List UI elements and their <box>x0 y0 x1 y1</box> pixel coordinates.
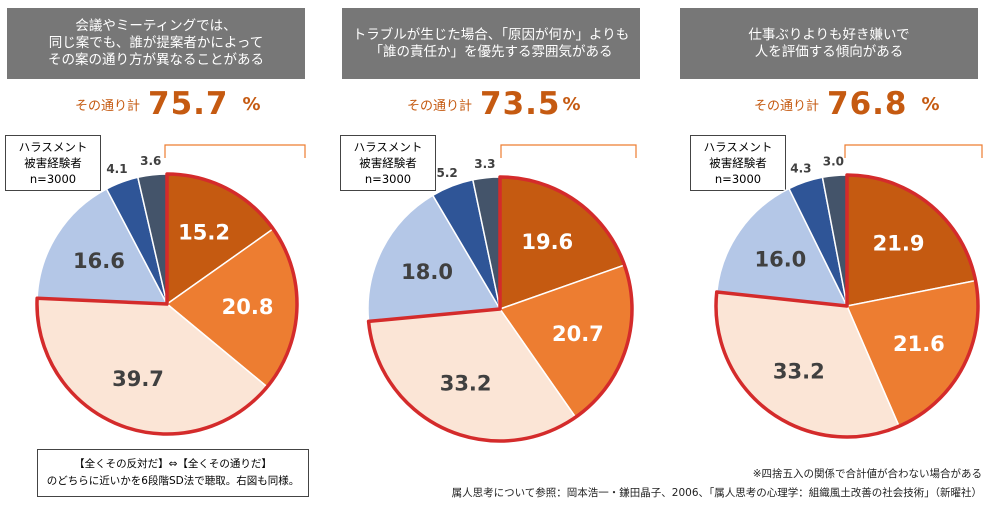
total-bracket <box>500 144 637 158</box>
rounding-footnote: ※四捨五入の関係で合計値が合わない場合がある <box>752 468 982 480</box>
pie-data-label: 4.1 <box>106 162 127 176</box>
highlight-outline <box>714 173 980 439</box>
total-callout: その通り計 76.8% <box>754 86 940 130</box>
total-label: その通り計 <box>407 98 473 114</box>
pie-data-label: 4.3 <box>790 162 811 176</box>
total-unit: % <box>921 93 940 115</box>
pie-data-label: 15.2 <box>178 220 230 244</box>
total-label: その通り計 <box>754 98 820 114</box>
chart-panel-3: 仕事ぶりよりも好き嫌いで 人を評価する傾向がある その通り計 76.8% ハラスメ… <box>680 0 1000 450</box>
total-value: 73.5 <box>480 86 561 122</box>
highlight-outline <box>35 172 299 436</box>
pie-chart: 21.9 21.6 33.2 16.0 4.3 3.0 <box>714 144 983 439</box>
pie-data-label: 39.7 <box>112 367 164 391</box>
pie-data-label: 20.8 <box>222 295 274 319</box>
total-callout: その通り計 73.5% <box>407 86 581 130</box>
pie-data-label: 5.2 <box>436 166 457 180</box>
total-value: 76.8 <box>827 86 908 122</box>
highlight-outline <box>366 175 634 443</box>
pie-data-label: 3.3 <box>474 157 495 171</box>
pie-data-label: 3.6 <box>140 154 161 168</box>
pie-data-label: 19.6 <box>521 230 573 254</box>
pie-chart: 15.2 20.8 39.7 16.6 4.1 3.6 <box>35 144 306 436</box>
pie-data-label: 16.0 <box>754 248 806 272</box>
total-bracket <box>844 144 983 158</box>
pie-data-label: 33.2 <box>773 359 825 383</box>
total-unit: % <box>562 93 581 115</box>
sample-size-box: ハラスメント 被害経験者 n=3000 <box>340 135 436 191</box>
pie-data-label: 18.0 <box>401 260 453 284</box>
chart-title: 仕事ぶりよりも好き嫌いで 人を評価する傾向がある <box>680 8 978 79</box>
total-bracket <box>164 144 306 158</box>
pie-data-label: 33.2 <box>440 371 492 395</box>
sample-size-box: ハラスメント 被害経験者 n=3000 <box>690 135 786 191</box>
pie-slice-somewhat-disagree <box>36 187 169 305</box>
sample-size-box: ハラスメント 被害経験者 n=3000 <box>5 135 101 191</box>
pie-slice-somewhat-disagree <box>715 187 849 307</box>
pie-data-label: 21.6 <box>893 332 945 356</box>
pie-data-label: 21.9 <box>873 231 925 255</box>
total-callout: その通り計 75.7% <box>75 86 261 130</box>
chart-title: トラブルが生じた場合、「原因が何か」よりも 「誰の責任か」を優先する雰囲気がある <box>342 8 640 79</box>
pie-chart: 19.6 20.7 33.2 18.0 5.2 3.3 <box>366 144 637 443</box>
method-note: 【全くその反対だ】⇔【全くその通りだ】 のどちらに近いかを6段階SD法で聴取。右… <box>37 449 309 497</box>
pie-slice-somewhat-disagree <box>367 194 502 323</box>
pie-data-label: 16.6 <box>73 249 125 273</box>
reference-footnote: 属人思考について参照：岡本浩一・鎌田晶子、2006、「属人思考の心理学：組織風土… <box>451 487 982 499</box>
chart-panel-1: 会議やミーティングでは、 同じ案でも、誰が提案者かによって その案の通り方が異な… <box>5 0 325 450</box>
total-label: その通り計 <box>75 98 141 114</box>
pie-data-label: 20.7 <box>552 322 604 346</box>
pie-data-label: 3.0 <box>823 155 844 169</box>
total-value: 75.7 <box>148 86 229 122</box>
chart-panel-2: トラブルが生じた場合、「原因が何か」よりも 「誰の責任か」を優先する雰囲気がある… <box>340 0 662 450</box>
chart-title: 会議やミーティングでは、 同じ案でも、誰が提案者かによって その案の通り方が異な… <box>7 8 305 79</box>
total-unit: % <box>242 93 261 115</box>
